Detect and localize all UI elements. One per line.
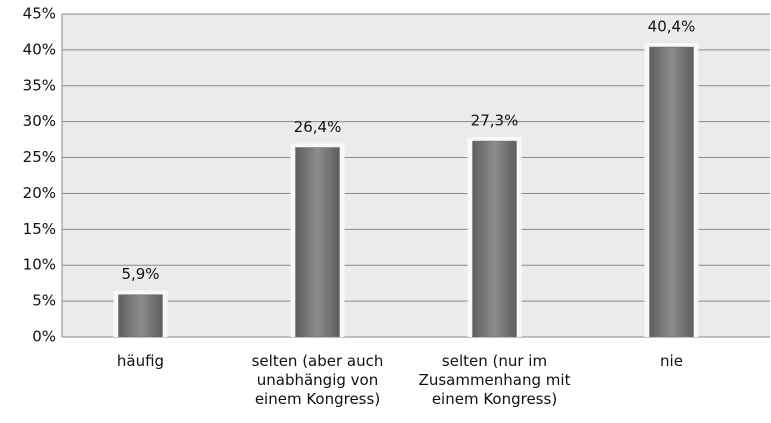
x-tick-label: nie [660,352,683,370]
x-tick-label: häufig [116,352,165,370]
value-label: 26,4% [294,118,342,136]
y-tick-label: 5% [32,292,56,310]
value-label: 40,4% [648,18,696,36]
y-tick-label: 30% [23,112,56,130]
bar [472,140,517,338]
bar [118,294,163,338]
y-tick-label: 25% [23,148,56,166]
y-tick-label: 15% [23,220,56,238]
y-tick-label: 0% [32,328,56,346]
y-tick-label: 20% [23,184,56,202]
x-tick-label: selten (aber auch unabhängig von einem K… [251,352,384,408]
value-label: 5,9% [121,265,159,283]
bar [295,147,340,338]
y-tick-label: 45% [23,5,56,23]
x-tick-label: selten (nur im Zusammenhang mit einem Ko… [418,352,571,408]
bar [649,46,694,338]
value-label: 27,3% [471,112,519,130]
y-tick-label: 35% [23,76,56,94]
y-tick-label: 10% [23,256,56,274]
y-tick-label: 40% [23,40,56,58]
